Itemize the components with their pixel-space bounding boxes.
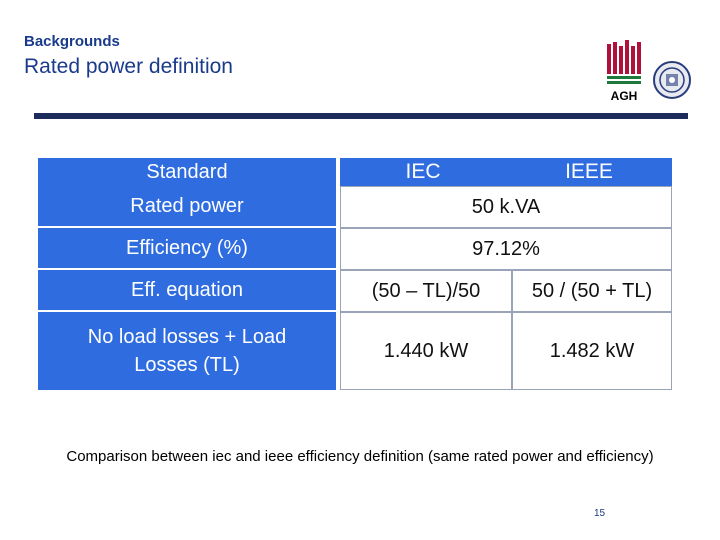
row-label: Standard	[38, 158, 336, 186]
column-header-iec: IEC	[340, 158, 506, 186]
agh-logo: AGH	[605, 38, 647, 104]
row-label: Eff. equation	[38, 270, 336, 312]
agh-logo-text: AGH	[611, 89, 638, 103]
ieee-value: 1.482 kW	[512, 312, 672, 390]
table-row: Efficiency (%) 97.12%	[38, 228, 672, 270]
row-label: Efficiency (%)	[38, 228, 336, 270]
iec-value: (50 – TL)/50	[340, 270, 512, 312]
merged-value: 97.12%	[340, 228, 672, 270]
column-header-ieee: IEEE	[506, 158, 672, 186]
row-label: No load losses + Load Losses (TL)	[38, 312, 336, 390]
section-kicker: Backgrounds	[24, 33, 120, 50]
table-row-header: Standard IEC IEEE	[38, 158, 672, 186]
table-row: Rated power 50 k.VA	[38, 186, 672, 228]
merged-value: 50 k.VA	[340, 186, 672, 228]
table-row: No load losses + Load Losses (TL) 1.440 …	[38, 312, 672, 390]
ieee-value: 50 / (50 + TL)	[512, 270, 672, 312]
iec-value: 1.440 kW	[340, 312, 512, 390]
table-row: Eff. equation (50 – TL)/50 50 / (50 + TL…	[38, 270, 672, 312]
caption: Comparison between iec and ieee efficien…	[66, 448, 654, 465]
row-label: Rated power	[38, 186, 336, 228]
page-number: 15	[594, 508, 606, 519]
page-title: Rated power definition	[24, 55, 233, 78]
title-divider	[34, 113, 688, 119]
university-seal-icon	[652, 60, 692, 100]
